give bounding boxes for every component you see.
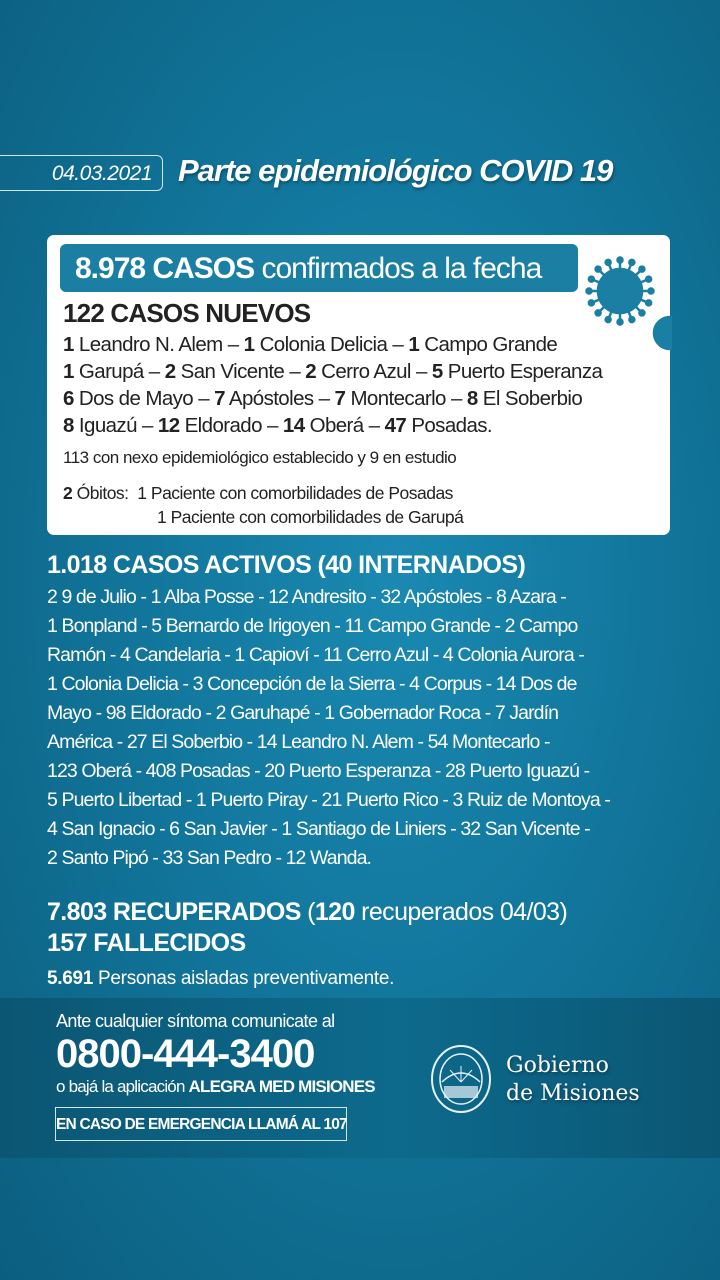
nexo-text: 113 con nexo epidemiológico establecido … [63,448,457,467]
case-count: 14 [282,414,305,437]
isolated-count: 5.691 [47,968,94,989]
active-cases-line: Ramón - 4 Candelaria - 1 Capioví - 11 Ce… [47,644,585,666]
hotline-number[interactable]: 0800-444-3400 [56,1032,315,1076]
case-count: 12 [157,414,180,437]
case-count: 1 [63,360,74,383]
locality: Campo Grande [424,333,558,356]
new-cases-line: 6 Dos de Mayo – 7 Apóstoles – 7 Montecar… [63,387,583,411]
case-count: 2 [164,360,176,383]
death-item: 1 Paciente con comorbilidades de Garupá [157,507,464,527]
case-count: 5 [431,360,443,383]
government-logo-text: Gobierno de Misiones [506,1052,640,1108]
locality: Apóstoles – [228,387,330,410]
locality: Puerto Esperanza [447,360,603,383]
locality: Cerro Azul – [321,360,427,383]
summary-card: 8.978 CASOS confirmados a la fecha 122 C… [47,235,672,535]
locality: Garupá – [78,360,160,383]
locality: Dos de Mayo – [78,387,210,410]
gov-line2: de Misiones [506,1081,640,1106]
province-seal-icon [431,1045,491,1113]
active-cases-line: 2 Santo Pipó - 33 San Pedro - 12 Wanda. [47,847,372,869]
new-cases-line: 8 Iguazú – 12 Eldorado – 14 Oberá – 47 P… [63,414,493,438]
case-count: 8 [466,387,478,410]
active-cases-line: 123 Oberá - 408 Posadas - 20 Puerto Espe… [47,760,590,782]
case-count: 1 [408,333,420,356]
confirmed-banner: 8.978 CASOS confirmados a la fecha [60,244,578,292]
active-cases-title: 1.018 CASOS ACTIVOS (40 INTERNADOS) [47,551,526,579]
virus-icon [585,256,672,351]
locality: El Soberbio [482,387,583,410]
new-cases-title: 122 CASOS NUEVOS [63,298,311,328]
isolated-line: 5.691 Personas aisladas preventivamente. [47,968,394,990]
gov-line1: Gobierno [506,1053,609,1078]
paren: ( [307,898,315,926]
recovered-count: 7.803 RECUPERADOS [47,898,301,926]
active-cases-line: América - 27 El Soberbio - 14 Leandro N.… [47,731,550,753]
isolated-label: Personas aisladas preventivamente. [98,968,395,989]
new-cases-line: 1 Garupá – 2 San Vicente – 2 Cerro Azul … [63,360,603,384]
locality: Oberá – [309,414,380,437]
death-item: 1 Paciente con comorbilidades de Posadas [137,483,453,503]
deaths-label: Óbitos: [76,483,129,503]
locality: Iguazú – [78,414,153,437]
locality: Montecarlo – [350,387,462,410]
locality: Eldorado – [184,414,279,437]
footer-band [0,998,720,1158]
date-label: 04.03.2021 [0,155,163,191]
confirmed-label: confirmados a la fecha [261,252,542,285]
active-cases-line: 1 Bonpland - 5 Bernardo de Irigoyen - 11… [47,615,578,637]
case-count: 6 [63,387,74,410]
recovered-line: 7.803 RECUPERADOS (120 recuperados 04/03… [47,898,568,927]
active-cases-line: 2 9 de Julio - 1 Alba Posse - 12 Andresi… [47,586,567,608]
active-cases-line: 1 Colonia Delicia - 3 Concepción de la S… [47,673,577,695]
active-cases-line: 4 San Ignacio - 6 San Javier - 1 Santiag… [47,818,591,840]
deaths-line: 2 Óbitos: 1 Paciente con comorbilidades … [63,483,453,504]
app-line: o bajá la aplicación ALEGRA MED MISIONES [56,1077,376,1097]
locality: Leandro N. Alem – [78,333,239,356]
case-count: 1 [243,333,255,356]
case-count: 1 [63,333,74,356]
contact-intro: Ante cualquier síntoma comunicate al [56,1011,335,1031]
confirmed-count: 8.978 CASOS [75,252,255,285]
locality: San Vicente – [180,360,301,383]
case-count: 7 [214,387,225,410]
emergency-box: EN CASO DE EMERGENCIA LLAMÁ AL 107 [55,1107,348,1141]
new-cases-line: 1 Leandro N. Alem – 1 Colonia Delicia – … [63,333,558,357]
case-count: 47 [384,414,407,437]
page-title: Parte epidemiológico COVID 19 [178,153,613,188]
recovered-today-label: recuperados 04/03) [361,898,568,926]
locality: Posadas. [411,414,492,437]
case-count: 7 [334,387,346,410]
deceased-total: 157 FALLECIDOS [47,929,246,957]
app-name: ALEGRA MED MISIONES [188,1077,376,1096]
app-prefix: o bajá la aplicación [56,1077,185,1096]
active-cases-line: 5 Puerto Libertad - 1 Puerto Piray - 21 … [47,789,611,811]
case-count: 8 [63,414,74,437]
active-cases-line: Mayo - 98 Eldorado - 2 Garuhapé - 1 Gobe… [47,702,559,724]
recovered-today: 120 [314,898,356,926]
case-count: 2 [305,360,317,383]
locality: Colonia Delicia – [259,333,404,356]
deaths-count: 2 [63,483,73,503]
